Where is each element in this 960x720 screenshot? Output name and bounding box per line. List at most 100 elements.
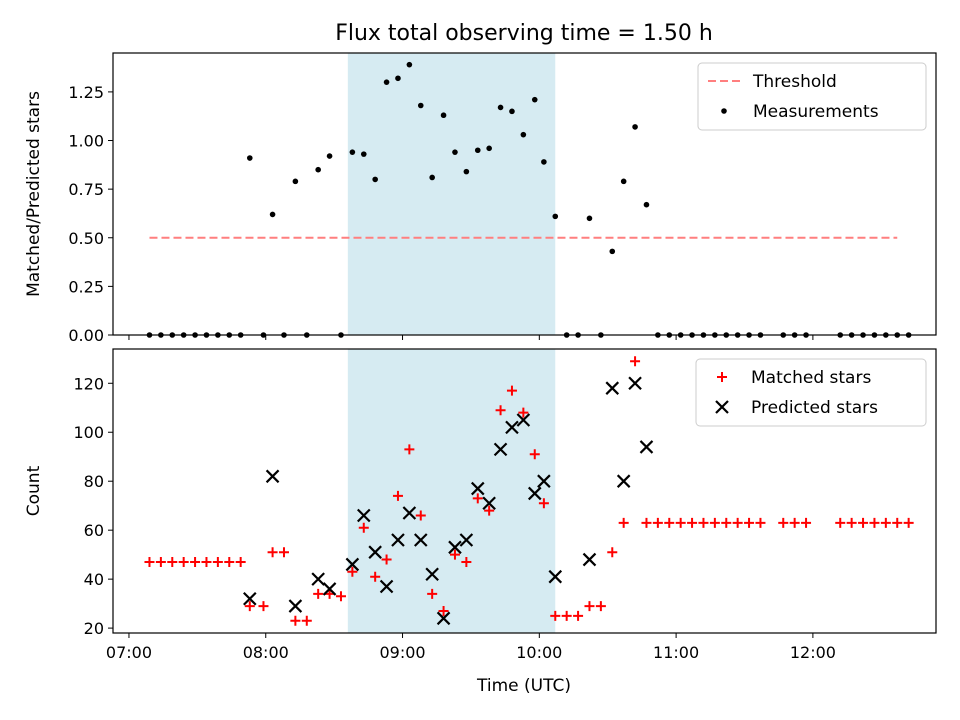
matched-star-marker [687, 517, 698, 528]
matched-star-marker [518, 407, 529, 418]
matched-star-marker [324, 588, 335, 599]
measurement-point [497, 104, 504, 111]
matched-star-marker [744, 517, 755, 528]
matched-star-marker [675, 517, 686, 528]
matched-star-marker [381, 554, 392, 565]
matched-star-marker [630, 356, 641, 367]
matched-star-marker [155, 557, 166, 567]
predicted-star-marker [243, 591, 257, 606]
measurement-point [315, 166, 321, 173]
predicted-star-marker [639, 440, 654, 454]
measurement-point [383, 79, 390, 85]
predicted-star-marker [470, 481, 485, 496]
matched-star-marker [641, 517, 652, 528]
y-axis-label: Matched/Predicted stars [24, 91, 44, 297]
matched-star-marker [244, 601, 255, 612]
y-tick-label: 0.25 [68, 277, 104, 296]
predicted-star-marker [356, 508, 371, 523]
predicted-star-marker [616, 474, 631, 488]
matched-star-marker [461, 557, 472, 567]
measurement-point [452, 149, 458, 155]
matched-star-marker [903, 517, 914, 528]
y-tick-label: 0.75 [68, 180, 104, 199]
measurement-point [417, 102, 424, 109]
measurement-point [360, 151, 367, 157]
predicted-star-marker [527, 486, 542, 501]
predicted-star-marker [436, 611, 451, 626]
legend-entry-label: Measurements [753, 102, 879, 122]
axes-frame [112, 52, 937, 336]
bottom-panel-counts: 20 40 60 80 100 120 07:00 08:00 09:00 10:00 11:00 1… [24, 348, 937, 662]
legend: Matched stars Predicted stars [695, 358, 927, 427]
x-tick-label: 07:00 [106, 643, 152, 662]
measurement-point [429, 174, 435, 181]
matched-star-marker [358, 522, 369, 533]
matched-star-marker [858, 517, 869, 528]
matched-star-marker [561, 610, 572, 621]
y-tick-label: 0.00 [68, 326, 104, 345]
matched-star-marker [347, 566, 358, 577]
matched-star-marker [438, 605, 449, 616]
predicted-star-marker [402, 506, 417, 520]
legend-entry-label: Predicted stars [751, 398, 878, 418]
predicted-star-marker [493, 442, 508, 457]
legend-box [695, 358, 927, 427]
axes-frame [112, 348, 937, 634]
matched-star-marker [789, 517, 800, 528]
legend-measurement-swatch [721, 108, 727, 114]
matched-star-marker [190, 557, 201, 567]
x-tick-label: 08:00 [243, 643, 289, 662]
measurement-point [620, 178, 627, 185]
matched-star-marker [313, 588, 324, 599]
matched-star-marker [880, 517, 891, 528]
matched-star-marker [652, 517, 663, 528]
predicted-star-marker [322, 582, 337, 596]
chart-title: Flux total observing time = 1.50 h [335, 21, 713, 46]
matched-star-marker [392, 490, 403, 501]
measurement-point [246, 155, 253, 161]
matched-star-marker [235, 557, 246, 567]
matched-star-marker [892, 517, 903, 528]
matched-star-marker [335, 591, 346, 602]
y-tick-label: 60 [84, 521, 104, 540]
predicted-star-marker [265, 469, 280, 484]
matched-star-marker [415, 510, 426, 521]
predicted-star-marker [345, 557, 360, 572]
x-tick-label: 12:00 [790, 643, 836, 662]
matched-star-marker [755, 517, 766, 528]
x-tick-label: 11:00 [653, 643, 699, 662]
predicted-star-marker [413, 533, 428, 547]
matched-star-marker [835, 517, 846, 528]
matched-star-marker [869, 517, 880, 528]
predicted-star-marker [516, 413, 531, 427]
legend-predicted-swatch [715, 400, 729, 414]
measurement-point [531, 96, 538, 103]
measurement-point [349, 149, 356, 155]
matched-star-marker [484, 505, 495, 516]
predicted-star-marker [448, 540, 462, 555]
y-tick-label: 0.50 [68, 229, 104, 248]
measurement-point [541, 159, 547, 165]
measurement-point [520, 131, 527, 138]
legend-box [697, 62, 927, 131]
observing-window-span [347, 349, 556, 633]
x-tick-label: 09:00 [379, 643, 425, 662]
matched-star-marker [538, 498, 549, 509]
matched-star-marker [595, 601, 606, 612]
matched-star-marker [472, 493, 483, 504]
predicted-star-marker [459, 533, 474, 547]
measurement-point [509, 108, 515, 115]
matched-star-marker [495, 405, 506, 416]
matched-star-marker [144, 557, 155, 567]
x-axis-label: Time (UTC) [476, 676, 571, 696]
legend-entry-label: Matched stars [751, 368, 871, 388]
matched-star-marker [778, 517, 789, 528]
predicted-star-marker [548, 569, 563, 584]
matched-star-marker [278, 547, 289, 558]
legend: Threshold Measurements [697, 62, 927, 131]
measurement-point [632, 124, 638, 130]
predicted-star-marker [605, 381, 620, 395]
matched-star-marker [224, 557, 235, 567]
matched-star-marker [301, 615, 312, 626]
matched-star-marker [721, 517, 732, 528]
